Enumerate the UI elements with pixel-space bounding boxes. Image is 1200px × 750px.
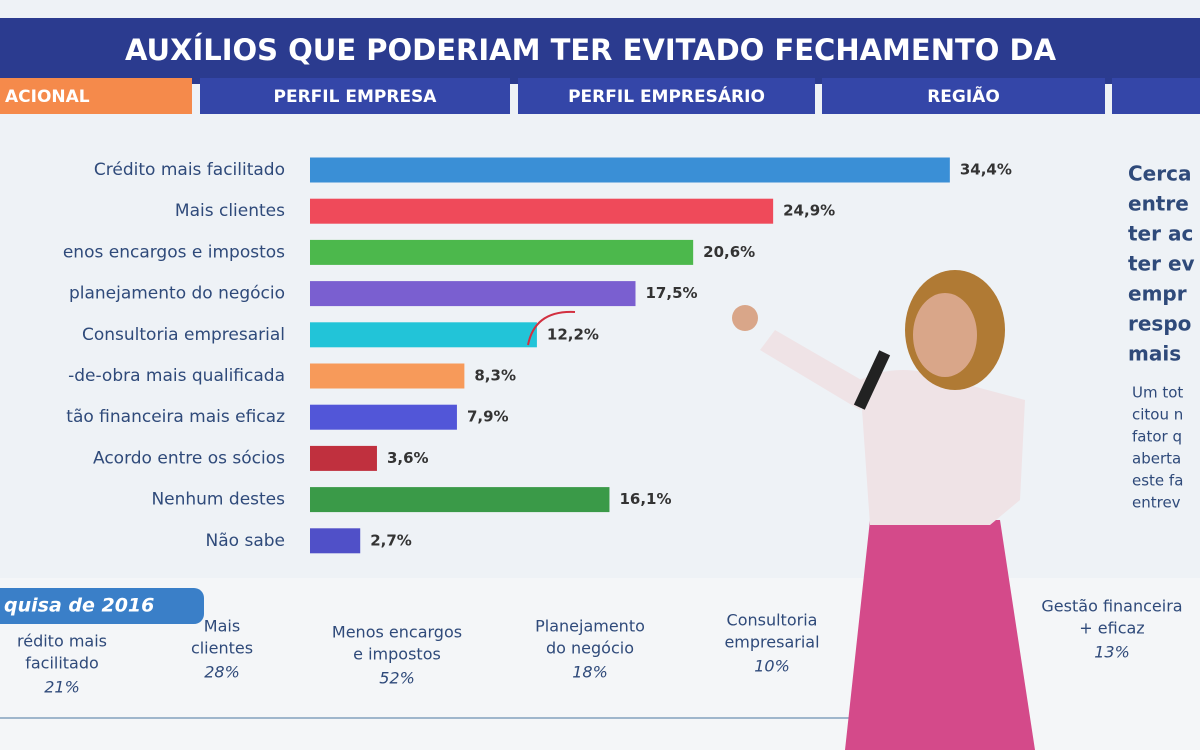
presenter [732,270,1035,750]
comparison-value: 10% [754,657,790,676]
comparison-item: Menos encargos [332,623,462,642]
side-text: mais [1128,342,1181,366]
tab-label: PERFIL EMPRESÁRIO [568,85,765,107]
comparison-item: Mais [204,617,240,636]
comparison-item: Planejamento [535,617,645,636]
pen-mark [527,310,576,346]
value-label: 2,7% [370,531,412,549]
category-label: Mais clientes [175,201,285,221]
comparison-value: 13% [1094,643,1130,662]
category-label: tão financeira mais eficaz [66,407,285,427]
comparison-value: 28% [204,663,240,682]
category-label: planejamento do negócio [69,284,285,304]
side-text: ter ac [1128,222,1193,246]
comparison-item: Consultoria [727,611,818,630]
comparison-item: empresarial [724,633,819,652]
value-label: 7,9% [467,408,509,426]
comparison-value: 18% [572,663,608,682]
category-label: enos encargos e impostos [63,242,285,262]
tab [1112,78,1200,114]
bar [310,281,636,307]
value-label: 3,6% [387,449,429,467]
value-label: 8,3% [474,367,516,385]
title-bar [0,18,1200,84]
category-label: Acordo entre os sócios [93,448,285,468]
comparison-item: facilitado [25,654,99,673]
side-text: Cerca [1128,162,1191,186]
bar [310,487,610,513]
side-text: empr [1128,282,1187,306]
value-label: 20,6% [703,243,755,261]
comparison-item: e impostos [353,645,441,664]
tab [0,78,192,114]
tab [200,78,510,114]
side-note: citou n [1132,406,1183,424]
bar [310,198,774,224]
bar [310,404,457,430]
side-note: aberta [1132,450,1181,468]
side-text: respo [1128,312,1191,336]
bar [310,239,694,265]
comparison-item: clientes [191,639,253,658]
value-label: 34,4% [960,161,1012,179]
comparison-label: quisa de 2016 [4,595,154,617]
category-label: -de-obra mais qualificada [68,366,285,386]
bar [310,528,361,554]
bar [310,363,465,389]
slide-title: AUXÍLIOS QUE PODERIAM TER EVITADO FECHAM… [125,33,1057,67]
value-label: 24,9% [783,202,835,220]
value-label: 12,2% [547,325,599,343]
tab [822,78,1105,114]
bar [310,322,537,348]
bar [310,157,950,183]
comparison-item: Gestão financeira [1041,597,1182,616]
bar [310,445,377,471]
comparison-value: 21% [44,678,80,697]
comparison-value: 52% [379,669,415,688]
value-label: 17,5% [646,284,698,302]
tab-label: REGIÃO [927,84,1000,107]
tab-label: PERFIL EMPRESA [274,87,438,107]
side-text: entre [1128,192,1189,216]
side-note: Um tot [1132,384,1183,402]
comparison-pill [0,588,204,624]
category-label: Consultoria empresarial [82,325,285,345]
comparison-item: + eficaz [1079,619,1144,638]
category-label: Não sabe [206,531,285,551]
side-text: ter ev [1128,252,1195,276]
value-label: 16,1% [619,490,671,508]
side-note: entrev [1132,494,1181,512]
tab-label: ACIONAL [5,87,90,107]
tab [518,78,815,114]
category-label: Crédito mais facilitado [94,160,285,180]
side-note: este fa [1132,472,1183,490]
side-note: fator q [1132,428,1182,446]
category-label: Nenhum destes [151,490,285,510]
comparison-item: rédito mais [17,632,107,651]
comparison-item: do negócio [546,639,634,658]
